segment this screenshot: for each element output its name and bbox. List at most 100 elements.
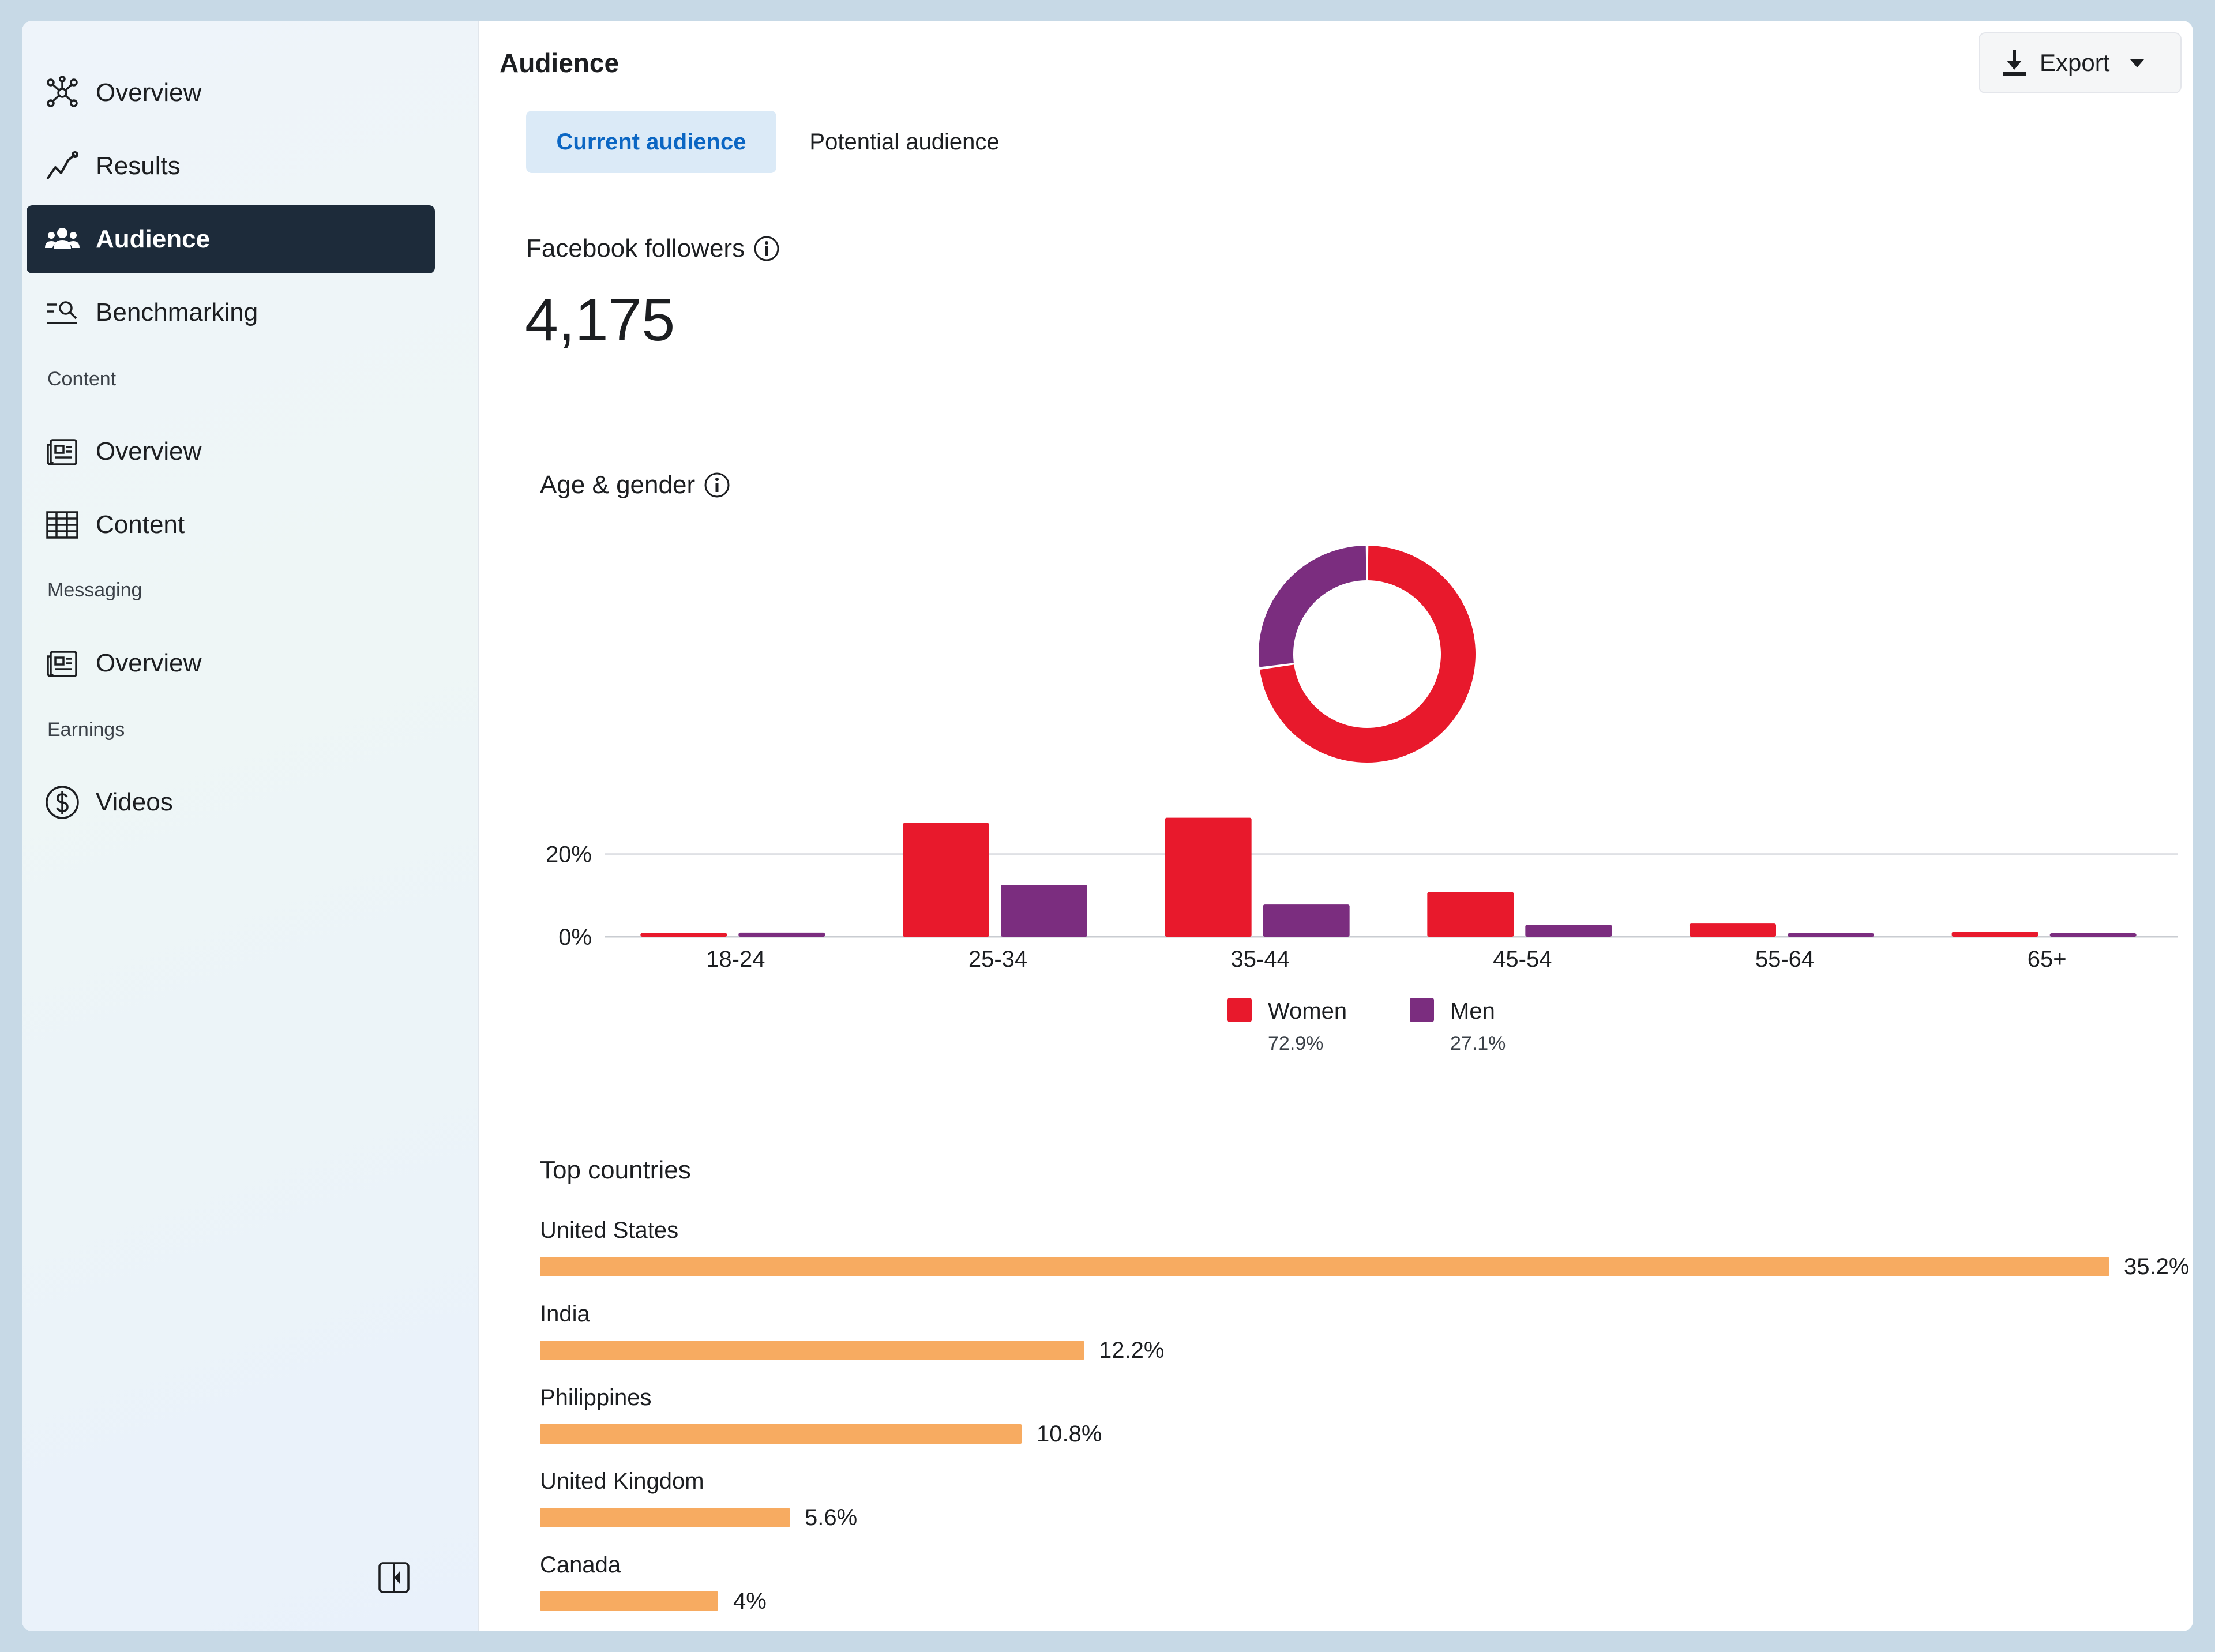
section-label-earnings: Earnings xyxy=(47,719,125,741)
country-percentage: 5.6% xyxy=(805,1504,858,1530)
section-label-content: Content xyxy=(47,368,117,390)
download-icon xyxy=(2003,50,2026,76)
legend-label-women: Women xyxy=(1268,998,1347,1024)
followers-label: Facebook followers xyxy=(526,234,780,263)
bar-men-25-34 xyxy=(1001,885,1087,937)
chevron-down-icon xyxy=(2130,59,2145,67)
followers-count: 4,175 xyxy=(525,287,675,354)
export-button[interactable]: Export xyxy=(1979,32,2182,93)
country-row: India 12.2% xyxy=(540,1301,2193,1365)
country-name: United States xyxy=(540,1218,679,1243)
sidebar-item-label: Videos xyxy=(96,788,173,816)
country-name: India xyxy=(540,1301,590,1327)
country-row: Canada 4% xyxy=(540,1552,2193,1616)
sidebar: Overview Results Audience xyxy=(22,21,479,1631)
country-bar xyxy=(540,1508,790,1527)
legend-value-women: 72.9% xyxy=(1268,1032,1323,1054)
x-tick-label: 35-44 xyxy=(1231,947,1290,972)
tab-current-audience[interactable]: Current audience xyxy=(526,111,776,173)
country-bar xyxy=(540,1257,2109,1276)
country-bar-row: 35.2% xyxy=(540,1252,2193,1281)
age-gender-chart: 0% 20% 18-24 25-34 35-44 45-54 55-64 65+ Women 72… xyxy=(546,546,2178,1054)
x-tick-label: 65+ xyxy=(2028,947,2067,972)
country-name: Philippines xyxy=(540,1385,652,1410)
legend-swatch-men xyxy=(1410,998,1434,1022)
sidebar-item-label: Audience xyxy=(96,225,211,253)
people-icon xyxy=(44,221,81,258)
network-icon xyxy=(44,74,81,111)
sidebar-item-audience[interactable]: Audience xyxy=(27,205,435,273)
country-row: Philippines 10.8% xyxy=(540,1385,2193,1448)
country-row: United Kingdom 5.6% xyxy=(540,1469,2193,1532)
country-name: Canada xyxy=(540,1552,621,1578)
main-content: Audience Export Current audience Potenti… xyxy=(479,21,2193,1631)
bar-women-65+ xyxy=(1951,932,2038,937)
sidebar-item-content-overview[interactable]: Overview xyxy=(27,418,435,486)
sidebar-item-messaging-overview[interactable]: Overview xyxy=(27,629,435,697)
info-icon[interactable] xyxy=(703,471,731,499)
x-tick-label: 18-24 xyxy=(706,947,765,972)
x-tick-label: 55-64 xyxy=(1755,947,1814,972)
bar-men-18-24 xyxy=(738,932,825,937)
country-bar xyxy=(540,1424,1022,1444)
country-bar xyxy=(540,1341,1084,1360)
x-tick-label: 25-34 xyxy=(968,947,1027,972)
country-percentage: 4% xyxy=(733,1588,767,1614)
tab-potential-audience[interactable]: Potential audience xyxy=(809,129,1000,155)
country-bar-row: 4% xyxy=(540,1587,2193,1616)
donut-slice-women xyxy=(1259,546,1476,763)
page-title: Audience xyxy=(500,48,620,78)
newspaper-icon xyxy=(44,433,81,470)
age-gender-title: Age & gender xyxy=(540,471,731,500)
country-bar-row: 12.2% xyxy=(540,1336,2193,1365)
bar-men-65+ xyxy=(2049,933,2137,937)
trend-icon xyxy=(44,148,81,185)
country-bar-row: 10.8% xyxy=(540,1420,2193,1448)
country-row: United States 35.2% xyxy=(540,1218,2193,1281)
legend-swatch-women xyxy=(1227,998,1252,1022)
sidebar-item-overview[interactable]: Overview xyxy=(27,59,435,127)
bar-women-18-24 xyxy=(640,933,727,937)
top-countries-title: Top countries xyxy=(540,1156,691,1184)
sidebar-item-label: Overview xyxy=(96,437,202,465)
bar-men-35-44 xyxy=(1263,904,1350,937)
bar-women-45-54 xyxy=(1427,892,1514,937)
x-tick-label: 45-54 xyxy=(1493,947,1552,972)
sidebar-item-label: Content xyxy=(96,510,185,539)
app-window: Overview Results Audience xyxy=(22,21,2193,1631)
sidebar-item-label: Overview xyxy=(96,649,202,677)
table-icon xyxy=(44,506,81,543)
bar-men-55-64 xyxy=(1788,933,1874,937)
sidebar-item-content[interactable]: Content xyxy=(27,491,435,559)
followers-label-text: Facebook followers xyxy=(526,234,745,262)
country-percentage: 12.2% xyxy=(1099,1337,1165,1363)
y-tick-label: 20% xyxy=(546,842,592,868)
age-gender-title-text: Age & gender xyxy=(540,471,696,499)
newspaper-icon xyxy=(44,645,81,682)
legend-label-men: Men xyxy=(1450,998,1495,1024)
bar-men-45-54 xyxy=(1525,925,1612,937)
sidebar-item-label: Benchmarking xyxy=(96,298,258,326)
sidebar-item-label: Results xyxy=(96,152,181,180)
sidebar-item-label: Overview xyxy=(96,78,202,107)
sidebar-toggle-icon xyxy=(378,1562,410,1593)
export-label: Export xyxy=(2040,49,2110,76)
sidebar-item-benchmarking[interactable]: Benchmarking xyxy=(27,279,435,347)
collapse-sidebar-button[interactable] xyxy=(376,1560,412,1595)
benchmark-icon xyxy=(44,294,81,331)
country-bar-row: 5.6% xyxy=(540,1503,2193,1532)
sidebar-item-videos[interactable]: Videos xyxy=(27,768,435,836)
dollar-icon xyxy=(44,784,81,821)
sidebar-item-results[interactable]: Results xyxy=(27,132,435,200)
country-name: United Kingdom xyxy=(540,1469,704,1494)
country-bar xyxy=(540,1591,718,1611)
country-percentage: 35.2% xyxy=(2124,1253,2190,1279)
legend-value-men: 27.1% xyxy=(1450,1032,1506,1054)
bar-women-25-34 xyxy=(903,823,989,937)
info-icon[interactable] xyxy=(753,235,780,262)
y-tick-label: 0% xyxy=(558,925,592,950)
donut-slice-men xyxy=(1259,546,1366,667)
bar-women-55-64 xyxy=(1690,923,1776,937)
country-percentage: 10.8% xyxy=(1037,1421,1102,1447)
section-label-messaging: Messaging xyxy=(47,579,142,601)
